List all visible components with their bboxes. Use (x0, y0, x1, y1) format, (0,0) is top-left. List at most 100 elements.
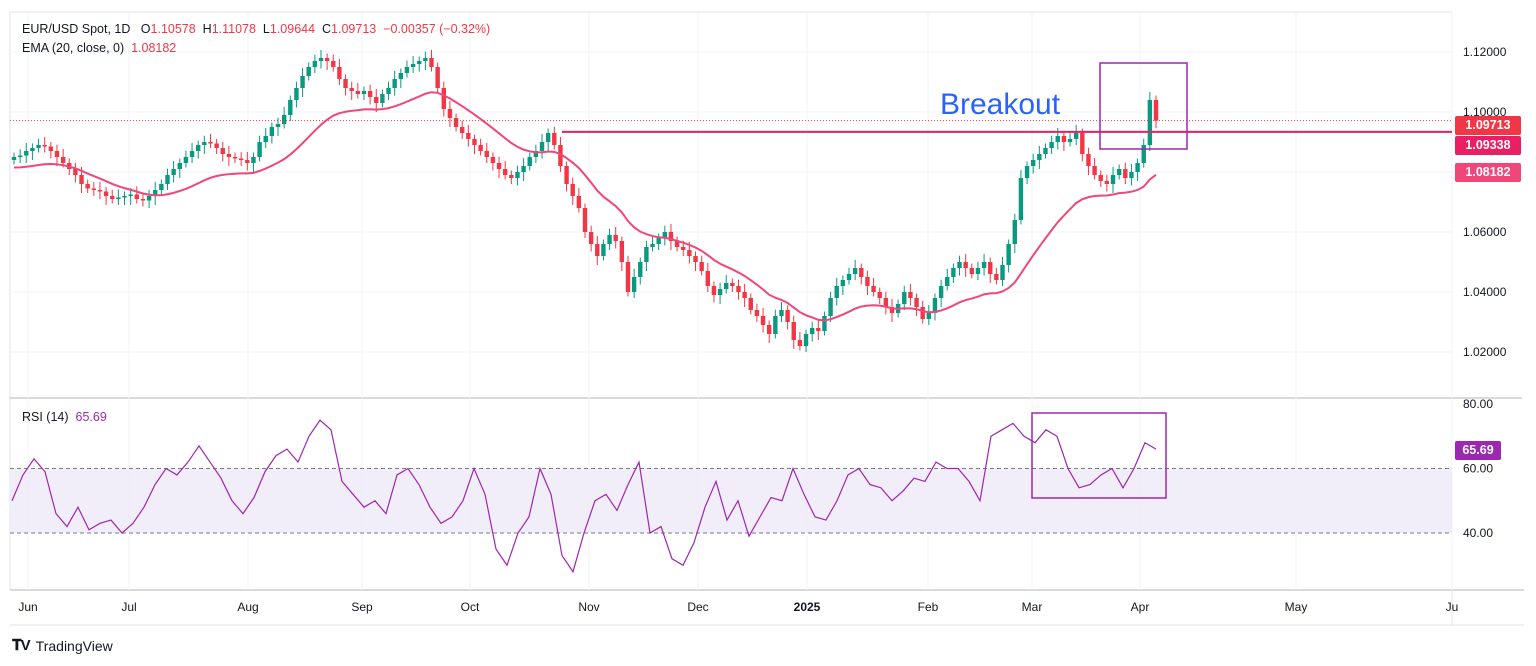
candle-body (36, 145, 41, 148)
candle-body (146, 196, 152, 201)
candle-body (263, 136, 268, 142)
candle-body (852, 268, 858, 274)
candle-body (539, 142, 545, 151)
ema-legend[interactable]: EMA (20, close, 0) 1.08182 (22, 41, 176, 55)
candle-body (202, 142, 207, 145)
candle-body (1018, 178, 1024, 220)
candle-body (435, 67, 440, 88)
ohlc-legend: EUR/USD Spot, 1D O1.10578 H1.11078 L1.09… (22, 22, 490, 36)
candle-body (128, 194, 133, 196)
candle-body (177, 163, 182, 169)
price-tick-label: 1.12000 (1463, 45, 1507, 59)
candle-body (97, 190, 103, 192)
time-tick-label: Apr (1131, 600, 1150, 614)
candle-body (521, 166, 526, 172)
candle-body (570, 184, 575, 196)
candle-body (214, 143, 219, 148)
ema-price-label: 1.08182 (1455, 163, 1521, 182)
candle-body (926, 313, 932, 319)
candle-body (687, 250, 692, 256)
candle-body (951, 268, 956, 277)
candle-body (736, 286, 741, 292)
candle-body (496, 163, 502, 169)
candle-body (920, 307, 925, 319)
candle-body (588, 232, 594, 244)
candle-body (859, 268, 864, 277)
candle-body (509, 175, 514, 178)
candle-body (380, 94, 385, 103)
candle-body (533, 151, 539, 157)
low-value: 1.09644 (269, 22, 316, 36)
time-tick-label: Oct (461, 600, 480, 614)
candle-body (527, 157, 532, 166)
candle-body (386, 88, 391, 94)
time-tick-label: Feb (918, 600, 939, 614)
rsi-highlight-box (1031, 412, 1167, 499)
candle-body (312, 61, 318, 67)
candle-body (281, 115, 287, 124)
candle-body (748, 298, 753, 310)
candle-body (816, 328, 821, 331)
candle-body (1086, 154, 1091, 166)
time-tick-label: May (1285, 600, 1308, 614)
candle-body (355, 91, 361, 94)
candle-body (717, 289, 723, 295)
candle-body (1073, 133, 1079, 139)
candle-body (515, 172, 520, 178)
candle-body (785, 310, 790, 322)
candle-body (803, 334, 809, 346)
rsi-legend[interactable]: RSI (14) 65.69 (22, 410, 107, 424)
tradingview-brand[interactable]: 𝐓V TradingView (12, 637, 113, 654)
candle-body (963, 262, 968, 268)
candle-body (902, 292, 907, 304)
candle-body (54, 151, 60, 157)
candle-body (484, 151, 489, 157)
candle-body (693, 256, 698, 262)
candle-body (1123, 169, 1128, 178)
candle-body (269, 127, 275, 136)
candle-body (153, 190, 158, 196)
candle-body (24, 151, 29, 156)
candle-body (988, 262, 993, 274)
candle-body (1055, 136, 1060, 142)
candle-body (766, 325, 772, 334)
level-price-label: 1.09338 (1455, 136, 1521, 155)
close-key: C (322, 22, 332, 36)
candle-body (453, 118, 459, 127)
candle-body (318, 58, 324, 61)
candle-body (1080, 133, 1085, 154)
candle-body (668, 232, 674, 241)
candle-body (472, 139, 477, 145)
candle-body (754, 310, 760, 316)
candle-body (195, 145, 201, 151)
candle-body (883, 298, 889, 307)
time-tick-label: Mar (1022, 600, 1043, 614)
candle-body (613, 235, 618, 241)
time-tick-label: 2025 (794, 600, 821, 614)
candle-body (367, 91, 373, 97)
candle-body (932, 298, 938, 313)
candle-body (165, 175, 170, 184)
rsi-line (11, 419, 1157, 574)
candle-body (189, 151, 195, 157)
candle-body (938, 286, 944, 298)
candle-body (183, 157, 189, 163)
candle-body (1049, 142, 1054, 148)
candle-body (30, 148, 35, 151)
candle-body (294, 88, 299, 100)
candle-body (502, 169, 508, 175)
candle-body (490, 157, 496, 163)
candle-body (85, 184, 90, 189)
candle-body (1067, 139, 1073, 142)
candle-body (306, 67, 311, 76)
candle-body (650, 244, 655, 247)
symbol-title[interactable]: EUR/USD Spot, 1D (22, 22, 131, 36)
open-key: O (140, 22, 151, 36)
candle-body (914, 298, 919, 307)
tradingview-logo-icon: 𝐓V (12, 637, 31, 654)
ema-legend-label: EMA (20, close, 0) (22, 41, 125, 55)
candle-body (662, 232, 668, 238)
breakout-box (1099, 62, 1188, 150)
candle-body (601, 244, 606, 256)
